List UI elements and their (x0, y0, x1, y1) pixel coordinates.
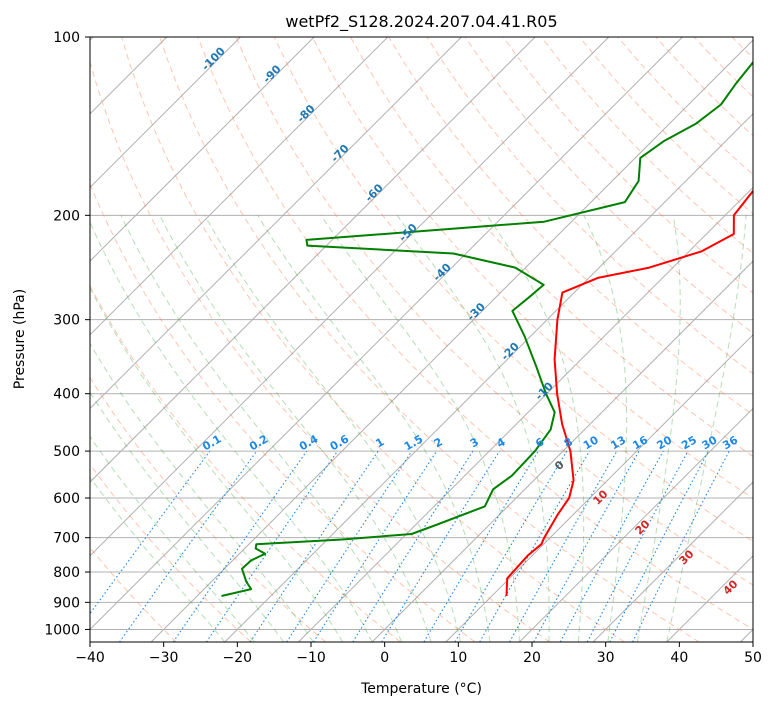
x-tick-label: −40 (75, 650, 105, 666)
dry-adiabat-line (273, 37, 753, 543)
moist-adiabat-line (120, 215, 403, 642)
isotherm-line (90, 37, 683, 631)
moist-adiabat-line (90, 286, 344, 642)
moist-adiabat-line (204, 215, 461, 642)
profile-lines (221, 60, 753, 597)
x-tick-label: 10 (449, 650, 467, 666)
moist-adiabat-line (636, 215, 681, 642)
dry-adiabat-line (159, 37, 700, 642)
mixing-ratio-line (313, 450, 438, 642)
isotherm-line (90, 37, 536, 483)
y-tick-label: 1000 (44, 622, 80, 638)
x-tick-label: 40 (670, 650, 688, 666)
moist-adiabat-line (90, 391, 285, 642)
axis-ticks: −40 −30 −20 −10 0 10 20 30 40 50 100 200 300 400 500 60… (44, 30, 762, 666)
y-tick-label: 500 (53, 444, 80, 460)
background-lines (90, 37, 753, 642)
y-tick-label: 300 (53, 313, 80, 329)
chart-title: wetPf2_S128.2024.207.04.41.R05 (285, 12, 557, 32)
isotherm-line (371, 260, 753, 642)
moist-adiabat-line (159, 215, 432, 642)
dry-adiabat-line (502, 37, 753, 294)
moist-adiabat-line (90, 476, 226, 642)
mixing-ratio-line (90, 450, 211, 615)
isotherm-line (298, 186, 753, 642)
y-tick-label: 400 (53, 387, 80, 403)
y-tick-label: 700 (53, 531, 80, 547)
isotherm-line (90, 37, 610, 557)
x-tick-label: −10 (296, 650, 326, 666)
mixing-ratio-line (352, 450, 474, 642)
x-tick-label: 50 (744, 650, 762, 666)
dewpoint-profile-line (221, 60, 753, 597)
moist-adiabat-line (257, 215, 491, 642)
y-tick-label: 600 (53, 491, 80, 507)
y-tick-label: 900 (53, 595, 80, 611)
isotherm-line (90, 37, 462, 410)
mixing-ratio-line (249, 450, 379, 642)
moist-adiabat-line (583, 215, 628, 642)
isotherm-line (592, 481, 753, 642)
dry-adiabat-line (235, 37, 753, 586)
x-tick-label: −30 (149, 650, 179, 666)
mixing-ratio-line (509, 450, 618, 642)
isotherm-line (445, 334, 753, 642)
dry-adiabat-line (90, 376, 327, 642)
isotherm-line (90, 37, 315, 262)
y-tick-label: 800 (53, 565, 80, 581)
isotherm-line (519, 407, 753, 642)
mixing-ratio-line (119, 450, 258, 642)
mixing-ratio-line (286, 450, 413, 642)
isotherm-line (90, 37, 241, 189)
dry-adiabat-line (90, 463, 252, 642)
moist-adiabat-line (320, 215, 520, 642)
dry-adiabat-line (311, 37, 753, 500)
y-tick-label: 200 (53, 208, 80, 224)
x-tick-label: 30 (597, 650, 615, 666)
x-tick-label: −20 (223, 650, 253, 666)
moist-adiabat-line (90, 435, 255, 642)
dry-adiabat-line (90, 60, 551, 642)
y-axis-label: Pressure (hPa) (12, 289, 28, 389)
temperature-profile-line (505, 189, 753, 597)
moist-adiabat-line (90, 342, 314, 642)
mixing-ratio-line (533, 450, 640, 642)
y-tick-label: 100 (53, 30, 80, 46)
mixing-ratio-line (205, 450, 338, 642)
dry-adiabat-line (121, 37, 625, 642)
moist-adiabat-line (396, 215, 550, 642)
mixing-ratio-line (172, 450, 308, 642)
x-tick-label: 20 (523, 650, 541, 666)
x-tick-label: 0 (380, 650, 389, 666)
isotherm-line (90, 37, 389, 336)
moist-adiabat-line (90, 220, 373, 642)
moist-adiabat-line (666, 215, 747, 642)
x-axis-label: Temperature (°C) (360, 681, 482, 697)
mixing-ratio-line (559, 450, 664, 642)
mixing-ratio-line (381, 450, 500, 642)
plot-frame (89, 36, 754, 643)
mixing-ratio-line (632, 450, 730, 642)
isotherm-line (150, 39, 753, 642)
dry-adiabat-line (197, 37, 753, 630)
